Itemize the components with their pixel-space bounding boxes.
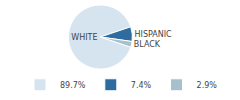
svg-text:HISPANIC: HISPANIC bbox=[135, 30, 173, 39]
svg-text:BLACK: BLACK bbox=[134, 40, 161, 49]
svg-text:7.4%: 7.4% bbox=[131, 81, 152, 90]
svg-text:2.9%: 2.9% bbox=[197, 81, 218, 90]
svg-text:WHITE: WHITE bbox=[71, 33, 97, 42]
svg-text:89.7%: 89.7% bbox=[60, 81, 86, 90]
